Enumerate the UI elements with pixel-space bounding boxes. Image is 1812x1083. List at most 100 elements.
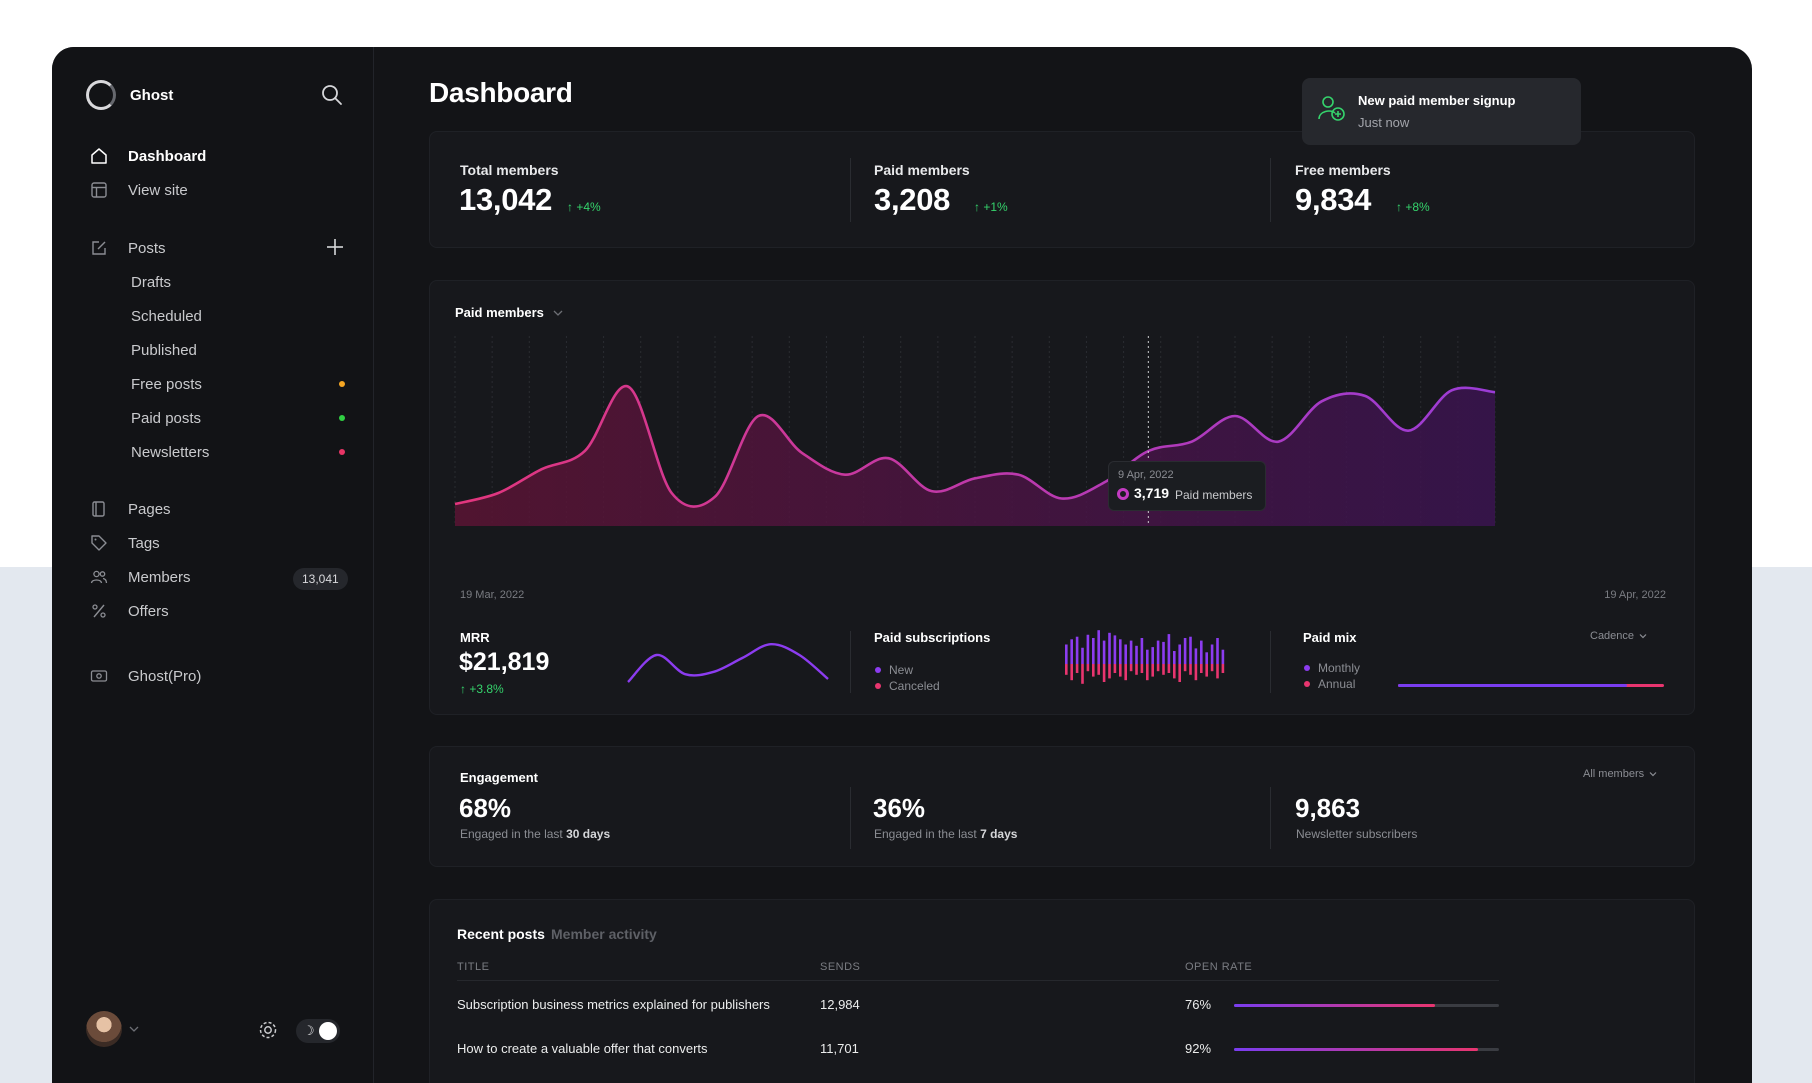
- subscriptions-new-bar: [1092, 638, 1095, 664]
- engagement-caption-text: Engaged in the last: [460, 827, 567, 841]
- engagement-caption-bold: 7 days: [980, 827, 1018, 841]
- sidebar-item-offers[interactable]: Offers: [90, 600, 350, 622]
- stat-label: Free members: [1295, 162, 1391, 178]
- stat-label: Paid members: [874, 162, 970, 178]
- legend-label: Annual: [1318, 677, 1356, 691]
- sidebar-item-label: Offers: [128, 602, 169, 620]
- divider: [850, 158, 851, 222]
- legend-monthly: Monthly: [1304, 661, 1360, 675]
- audience-selector[interactable]: All members: [1583, 768, 1658, 780]
- dark-mode-toggle[interactable]: ☽: [296, 1019, 340, 1043]
- subscriptions-canceled-bar: [1135, 664, 1138, 675]
- sidebar-item-dashboard[interactable]: Dashboard: [90, 145, 350, 167]
- sidebar: Ghost Dashboard View site Posts Drafts S…: [52, 47, 374, 1083]
- sidebar-item-label: Newsletters: [131, 443, 210, 461]
- avatar[interactable]: [86, 1011, 122, 1047]
- subscriptions-canceled-bar: [1167, 664, 1171, 673]
- sidebar-item-drafts[interactable]: Drafts: [131, 271, 353, 293]
- legend-dot: [875, 667, 881, 673]
- ghost-logo-icon: [86, 80, 116, 110]
- legend-new: New: [875, 663, 913, 677]
- paid-members-chart[interactable]: [430, 331, 1696, 561]
- paid-subscriptions-chart: [1065, 630, 1225, 684]
- notification-toast[interactable]: New paid member signup Just now: [1302, 78, 1581, 145]
- subscriptions-new-bar: [1200, 640, 1203, 664]
- subscriptions-canceled-bar: [1151, 664, 1154, 677]
- cadence-selector[interactable]: Cadence: [1590, 630, 1648, 642]
- subscriptions-canceled-bar: [1081, 664, 1084, 684]
- engagement-caption: Newsletter subscribers: [1296, 827, 1417, 841]
- post-title[interactable]: Subscription business metrics explained …: [457, 997, 770, 1012]
- settings-icon[interactable]: [257, 1019, 279, 1041]
- view-site-icon: [90, 181, 108, 199]
- sidebar-item-view-site[interactable]: View site: [90, 179, 350, 201]
- subscriptions-canceled-bar: [1075, 664, 1079, 673]
- chart-start-date: 19 Mar, 2022: [460, 589, 525, 601]
- post-title[interactable]: How to create a valuable offer that conv…: [457, 1041, 708, 1056]
- home-icon: [90, 147, 108, 165]
- sidebar-item-newsletters[interactable]: Newsletters: [131, 441, 353, 463]
- sidebar-item-label: Drafts: [131, 273, 172, 291]
- sidebar-item-posts[interactable]: Posts: [90, 237, 350, 259]
- chevron-down-icon[interactable]: [128, 1022, 140, 1034]
- sidebar-item-ghost-pro[interactable]: Ghost(Pro): [90, 665, 350, 687]
- subscriptions-canceled-bar: [1108, 664, 1111, 679]
- sidebar-item-paid-posts[interactable]: Paid posts: [131, 407, 353, 429]
- toast-title: New paid member signup: [1358, 93, 1516, 108]
- tooltip-label: Paid members: [1175, 488, 1253, 502]
- sidebar-item-tags[interactable]: Tags: [90, 532, 350, 554]
- engagement-value: 36%: [873, 793, 926, 823]
- status-dot: [339, 415, 345, 421]
- post-sends: 11,701: [820, 1041, 859, 1056]
- subscriptions-new-bar: [1097, 630, 1100, 664]
- subscriptions-new-bar: [1086, 634, 1090, 664]
- chevron-down-icon: [1648, 769, 1658, 779]
- subscriptions-canceled-bar: [1173, 664, 1176, 679]
- search-icon[interactable]: [320, 83, 344, 107]
- subscriptions-new-bar: [1216, 638, 1219, 664]
- tab-member-activity[interactable]: Member activity: [551, 926, 657, 942]
- brand[interactable]: Ghost: [86, 80, 173, 110]
- stat-value: 13,042: [459, 182, 553, 217]
- subscriptions-new-bar: [1124, 644, 1127, 664]
- sidebar-item-pages[interactable]: Pages: [90, 498, 350, 520]
- sidebar-item-scheduled[interactable]: Scheduled: [131, 305, 353, 327]
- sidebar-item-label: Members: [128, 568, 191, 586]
- subscriptions-new-bar: [1156, 640, 1160, 664]
- stat-delta-value: +4%: [576, 200, 601, 214]
- chevron-down-icon: [552, 307, 564, 319]
- members-icon: [90, 568, 108, 586]
- subscriptions-canceled-bar: [1205, 664, 1208, 677]
- stat-label: Total members: [460, 162, 559, 178]
- subscriptions-new-bar: [1183, 638, 1187, 664]
- pages-icon: [90, 500, 108, 518]
- charts-card: Paid members: [429, 280, 1695, 715]
- engagement-value: 68%: [459, 793, 512, 823]
- chart-metric-selector[interactable]: Paid members: [455, 305, 564, 320]
- sidebar-item-label: Scheduled: [131, 307, 202, 325]
- paid-mix-label: Paid mix: [1303, 630, 1357, 645]
- plus-icon[interactable]: [325, 237, 345, 257]
- engagement-caption-text: Newsletter subscribers: [1296, 827, 1418, 841]
- open-rate-bar-fill: [1234, 1048, 1478, 1051]
- status-dot: [339, 449, 345, 455]
- subscriptions-new-bar: [1140, 638, 1144, 664]
- posts-card: Recent posts Member activity TITLE SENDS…: [429, 899, 1695, 1083]
- sidebar-item-label: Published: [131, 341, 197, 359]
- sidebar-item-free-posts[interactable]: Free posts: [131, 373, 353, 395]
- open-rate-bar: [1234, 1004, 1499, 1007]
- subscriptions-new-bar: [1070, 639, 1073, 664]
- sidebar-item-label: Dashboard: [128, 147, 207, 165]
- post-open-rate: 92%: [1185, 1041, 1212, 1056]
- sidebar-item-members[interactable]: Members: [90, 566, 350, 588]
- status-dot: [339, 381, 345, 387]
- tab-recent-posts[interactable]: Recent posts: [457, 926, 545, 942]
- sidebar-item-published[interactable]: Published: [131, 339, 353, 361]
- chart-tooltip: 9 Apr, 2022 3,719 Paid members: [1108, 461, 1266, 511]
- post-open-rate: 76%: [1185, 997, 1212, 1012]
- chart-metric-label: Paid members: [455, 305, 544, 320]
- subscriptions-canceled-bar: [1119, 664, 1122, 677]
- subscriptions-new-bar: [1205, 652, 1208, 664]
- legend-dot: [1304, 681, 1310, 687]
- mrr-label: MRR: [460, 630, 490, 645]
